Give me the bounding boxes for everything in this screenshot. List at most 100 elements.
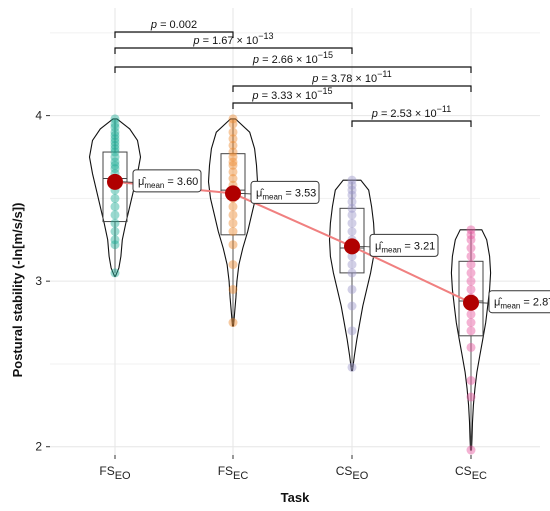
data-point	[347, 180, 357, 190]
data-point	[347, 362, 357, 372]
data-point	[110, 140, 120, 150]
comparison-bracket	[232, 102, 353, 109]
x-tick-label: FSEO	[99, 464, 131, 482]
data-point	[228, 140, 238, 150]
mean-point	[344, 238, 360, 255]
violin-outline	[88, 118, 142, 277]
mean-point	[463, 294, 479, 311]
violin-outline	[328, 179, 376, 372]
data-point	[228, 202, 238, 212]
comparison-p-label: p = 3.33 × 10−15	[251, 86, 332, 102]
axes: 2 3 4 FSEO FSEC CSEO CSEC	[35, 109, 487, 482]
data-point	[228, 240, 238, 250]
data-point	[110, 127, 120, 137]
mean-label-box	[132, 169, 202, 193]
data-point	[110, 130, 120, 140]
mean-label-box	[488, 290, 550, 314]
data-point	[466, 230, 476, 240]
data-point	[466, 243, 476, 253]
data-point	[466, 260, 476, 270]
data-point	[347, 301, 357, 311]
data-point	[228, 160, 238, 170]
data-point	[347, 268, 357, 278]
data-point	[228, 134, 238, 144]
mean-label: μ̂mean = 3.53	[256, 187, 316, 201]
data-point	[466, 342, 476, 352]
data-point	[466, 251, 476, 261]
data-point	[228, 174, 238, 184]
data-point	[110, 114, 120, 124]
data-point	[228, 260, 238, 270]
comparison-bracket	[114, 31, 234, 38]
y-tick-label: 3	[35, 274, 42, 288]
x-tick-label: CSEC	[455, 464, 487, 482]
data-point	[110, 144, 120, 154]
data-point	[228, 152, 238, 162]
data-point	[110, 227, 120, 236]
data-point	[110, 137, 120, 147]
data-point	[110, 152, 120, 162]
mean-label-connector	[359, 246, 371, 248]
data-point	[110, 235, 120, 245]
y-tick-label: 2	[35, 440, 42, 454]
comparison-bracket	[114, 47, 353, 54]
data-point	[110, 147, 120, 157]
data-point	[347, 203, 357, 213]
data-point	[347, 326, 357, 336]
data-point	[466, 284, 476, 294]
data-point	[347, 175, 357, 185]
comparison-p-label: p = 1.67 × 10−13	[192, 31, 273, 47]
data-point	[347, 260, 357, 270]
data-point	[466, 445, 476, 455]
comparison-bracket	[232, 85, 472, 92]
mean-label-box	[250, 180, 320, 204]
comparison-bracket	[351, 120, 472, 127]
data-point	[347, 284, 357, 294]
data-point	[347, 227, 357, 236]
data-point	[110, 202, 120, 212]
mean-label-box	[369, 233, 439, 257]
mean-label: μ̂mean = 3.60	[138, 176, 198, 190]
x-tick-label: FSEC	[218, 464, 249, 482]
data-point	[347, 185, 357, 195]
data-point	[466, 326, 476, 336]
mean-label: μ̂mean = 2.87	[494, 297, 550, 311]
data-point	[347, 218, 357, 228]
data-point	[110, 268, 120, 278]
data-point	[466, 268, 476, 278]
mean-point	[107, 173, 123, 190]
mean-point	[225, 185, 241, 202]
data-point	[466, 376, 476, 385]
comparison-p-label: p = 2.66 × 10−15	[252, 50, 333, 66]
data-point	[110, 218, 120, 228]
box	[102, 151, 128, 223]
data-point	[110, 134, 120, 144]
box	[220, 153, 246, 236]
data-point	[228, 284, 238, 294]
x-axis-title: Task	[281, 490, 310, 505]
data-point	[228, 227, 238, 236]
x-tick-label: CSEO	[336, 464, 369, 482]
data-point	[466, 276, 476, 286]
data-point	[228, 210, 238, 220]
mean-label-connector	[122, 181, 134, 183]
y-axis-title: Postural stability (-ln[m/s/s])	[10, 203, 25, 378]
data-point	[228, 218, 238, 228]
data-point	[228, 127, 238, 137]
mean-trend: μ̂mean = 3.60 μ̂mean = 3.53 μ̂mean = 3.21 μ…	[107, 169, 550, 314]
data-point	[228, 157, 238, 167]
y-tick-label: 4	[35, 109, 42, 123]
data-point	[110, 119, 120, 129]
comparison-p-label: p = 0.002	[150, 19, 197, 31]
data-point	[466, 309, 476, 319]
data-point	[347, 210, 357, 220]
data-point	[466, 318, 476, 328]
data-point	[110, 193, 120, 203]
mean-label-connector	[478, 302, 490, 304]
data-point	[347, 190, 357, 200]
data-point	[228, 119, 238, 129]
data-point	[466, 392, 476, 402]
data-point	[110, 210, 120, 220]
